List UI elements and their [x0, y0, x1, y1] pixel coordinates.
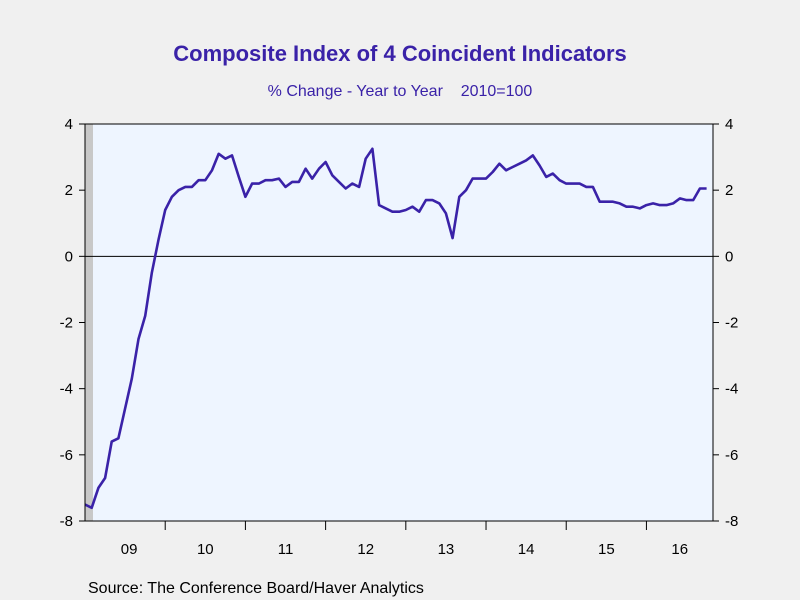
x-tick-label: 15	[598, 541, 615, 558]
y-tick-label-right: -6	[725, 447, 738, 464]
chart-subtitle: % Change - Year to Year 2010=100	[268, 83, 533, 100]
x-tick-label: 14	[518, 541, 535, 558]
recession-shading	[85, 124, 93, 521]
y-tick-label-left: -4	[60, 381, 73, 398]
y-tick-label-right: -8	[725, 513, 738, 530]
y-tick-label-right: 4	[725, 116, 733, 133]
x-tick-label: 10	[197, 541, 214, 558]
x-tick-label: 16	[671, 541, 688, 558]
axis-ticks	[79, 123, 719, 530]
x-tick-label: 09	[121, 541, 138, 558]
y-tick-label-left: 2	[65, 182, 73, 199]
series-line	[84, 147, 707, 510]
y-tick-label-right: 2	[725, 182, 733, 199]
y-tick-label-right: -4	[725, 381, 738, 398]
y-tick-label-left: -6	[60, 447, 73, 464]
plot-frame	[84, 123, 714, 522]
x-tick-label: 11	[278, 541, 294, 558]
y-tick-label-left: 0	[65, 248, 73, 265]
plot-area	[85, 124, 713, 521]
y-tick-label-right: 0	[725, 248, 733, 265]
x-tick-label: 13	[438, 541, 455, 558]
y-tick-label-left: 4	[65, 116, 73, 133]
axis-labels: 4 4 2 2 0 0 -2 -2 -4 -4 -6 -6 -8 -8 09 10 11 12 13 14 15 16	[60, 116, 739, 558]
y-tick-label-right: -2	[725, 315, 738, 332]
source-note: Source: The Conference Board/Haver Analy…	[88, 580, 424, 597]
y-tick-label-left: -8	[60, 513, 73, 530]
y-tick-label-left: -2	[60, 315, 73, 332]
x-tick-label: 12	[357, 541, 374, 558]
chart-title: Composite Index of 4 Coincident Indicato…	[173, 41, 627, 66]
